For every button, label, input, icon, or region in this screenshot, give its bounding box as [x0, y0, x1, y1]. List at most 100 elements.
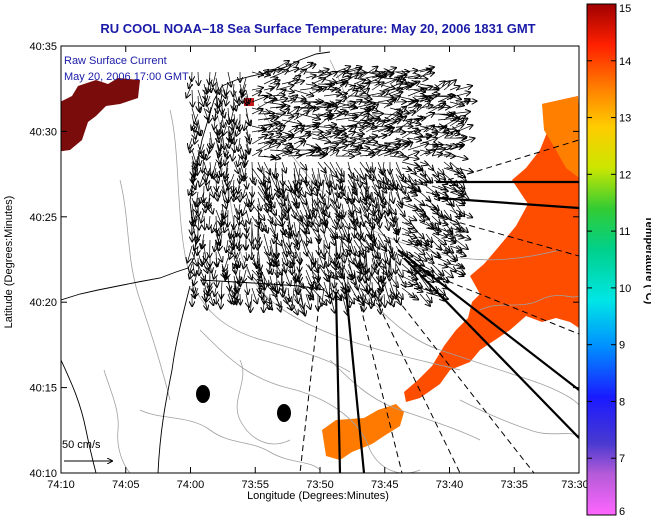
current-vector	[425, 161, 433, 170]
current-vector	[401, 203, 418, 210]
current-vector	[210, 263, 212, 273]
current-vector	[353, 239, 363, 254]
current-vector	[190, 143, 192, 152]
current-vector	[246, 209, 250, 224]
current-vector	[353, 269, 358, 290]
current-vector	[390, 251, 391, 275]
current-vector	[251, 92, 261, 97]
current-vector	[225, 167, 228, 181]
current-vector	[425, 221, 433, 229]
current-vector	[222, 107, 225, 118]
current-vector	[455, 179, 465, 189]
current-vector	[384, 251, 386, 263]
current-vector	[192, 125, 196, 139]
current-vector	[360, 269, 361, 282]
current-vector	[251, 151, 262, 157]
current-vector	[200, 191, 204, 203]
current-vector	[431, 144, 443, 145]
current-vector	[431, 167, 438, 177]
current-vector	[216, 257, 218, 266]
current-vector	[281, 239, 291, 254]
current-vector	[329, 131, 341, 139]
current-vector	[443, 112, 455, 121]
current-vector	[246, 95, 247, 105]
current-vector	[389, 245, 394, 260]
current-vector	[264, 179, 266, 193]
current-vector	[455, 138, 475, 145]
current-vector	[187, 245, 193, 262]
current-vector	[216, 185, 219, 197]
current-vector	[236, 125, 240, 136]
current-vector	[396, 227, 397, 242]
current-vector	[359, 67, 377, 79]
current-vector	[228, 137, 229, 148]
current-vector	[359, 138, 374, 139]
current-vector	[329, 112, 348, 121]
current-vector	[281, 203, 287, 220]
current-vector	[206, 149, 210, 160]
current-vector	[245, 263, 252, 279]
current-vector	[359, 124, 374, 133]
current-vector	[246, 131, 249, 140]
dark-blob-east	[277, 404, 291, 422]
current-vector	[341, 150, 360, 153]
current-vector	[395, 173, 405, 193]
current-vector	[431, 154, 442, 157]
current-vector	[348, 191, 349, 203]
current-vector	[293, 185, 306, 204]
current-vector	[198, 257, 199, 275]
current-vector	[413, 245, 425, 255]
current-vector	[239, 269, 240, 282]
current-vector	[336, 191, 339, 208]
current-vector	[196, 233, 198, 243]
current-vector	[270, 197, 275, 207]
current-vector	[197, 89, 204, 106]
current-vector	[287, 95, 297, 103]
current-vector	[401, 263, 412, 273]
current-vector	[437, 174, 445, 179]
current-vector	[275, 148, 293, 157]
current-vector	[335, 143, 354, 151]
colorbar-tick-label: 14	[619, 56, 631, 68]
current-vector	[257, 117, 274, 120]
current-vector	[263, 113, 285, 114]
current-vector	[383, 120, 401, 127]
current-vector	[407, 167, 416, 174]
current-vector	[251, 72, 263, 75]
current-vector	[389, 173, 397, 190]
current-vector	[222, 179, 225, 194]
current-vector	[210, 83, 211, 92]
current-vector	[431, 215, 440, 224]
current-vector	[341, 132, 355, 139]
current-vector	[258, 197, 261, 210]
current-vector	[270, 263, 272, 274]
current-vector	[258, 257, 261, 277]
current-vector	[347, 167, 358, 181]
current-vector	[335, 263, 344, 278]
current-vector	[369, 269, 372, 292]
current-vector	[293, 104, 310, 115]
current-vector	[437, 191, 448, 197]
current-vector	[341, 86, 355, 97]
current-vector	[201, 143, 204, 153]
current-vector	[455, 173, 466, 181]
current-vector	[299, 185, 305, 197]
current-vector	[228, 131, 230, 141]
current-vector	[282, 221, 285, 235]
current-vector	[311, 209, 320, 226]
current-vector	[383, 83, 402, 91]
current-vector	[323, 125, 336, 127]
current-vector	[192, 167, 193, 176]
y-tick-label: 40:20	[29, 297, 57, 309]
current-vector	[282, 257, 286, 273]
current-vector	[305, 197, 312, 219]
current-vector	[224, 203, 229, 219]
current-vector	[419, 191, 430, 201]
current-vector	[407, 251, 421, 260]
current-vector	[365, 233, 375, 245]
current-vector	[207, 95, 211, 106]
current-vector	[437, 154, 450, 157]
current-vector	[230, 119, 234, 135]
current-vector	[299, 173, 306, 182]
current-vector	[329, 77, 350, 85]
